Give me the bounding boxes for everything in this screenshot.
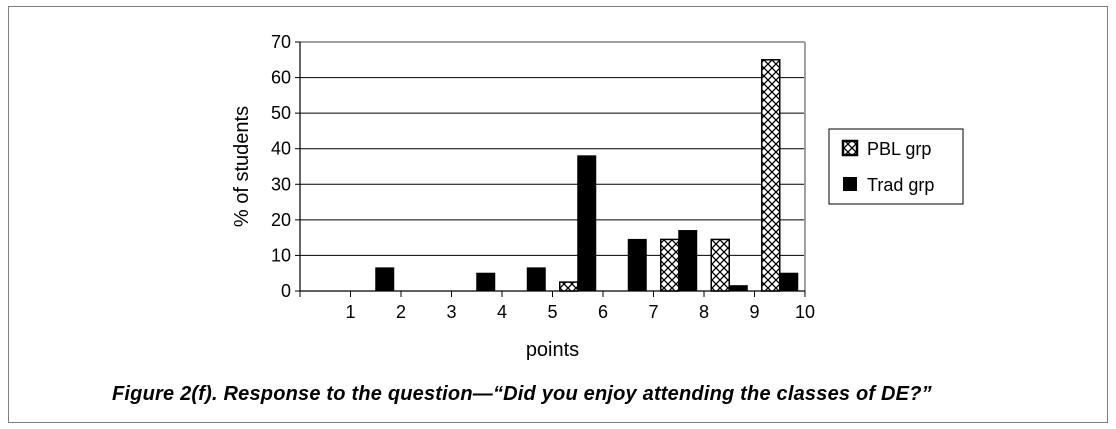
- bar-trad-grp: [375, 267, 395, 292]
- y-tick-label: 30: [271, 174, 291, 194]
- bar-trad-grp: [476, 272, 496, 292]
- x-tick-label: 1: [345, 302, 355, 322]
- gridlines: [300, 77, 805, 256]
- legend-swatch-trad-grp: [843, 177, 857, 191]
- y-tick-label: 70: [271, 32, 291, 52]
- x-tick-label: 6: [598, 302, 608, 322]
- legend-label-pbl-grp: PBL grp: [867, 139, 931, 159]
- y-tick-label: 20: [271, 210, 291, 230]
- axes: [295, 41, 806, 297]
- bar-pbl-grp: [710, 238, 730, 292]
- legend: PBL grp Trad grp: [828, 128, 964, 205]
- y-axis-title: % of students: [231, 106, 253, 227]
- y-tick-label: 50: [271, 103, 291, 123]
- x-tick-label: 2: [396, 302, 406, 322]
- bar-trad-grp: [577, 155, 597, 292]
- y-tick-label: 10: [271, 245, 291, 265]
- y-tick-label: 0: [281, 281, 291, 301]
- bar-pbl-grp: [761, 59, 781, 292]
- x-tick-label: 4: [497, 302, 507, 322]
- legend-label-trad-grp: Trad grp: [867, 175, 934, 195]
- bars: [375, 59, 799, 292]
- bar-pbl-grp: [559, 281, 579, 292]
- x-tick-label: 9: [749, 302, 759, 322]
- figure-frame: [8, 6, 1108, 423]
- bar-pbl-grp: [660, 238, 680, 292]
- bar-trad-grp: [678, 230, 698, 292]
- x-tick-label: 7: [648, 302, 658, 322]
- x-tick-label: 10: [795, 302, 815, 322]
- x-axis-title: points: [526, 339, 579, 361]
- x-tick-label: 3: [446, 302, 456, 322]
- tick-labels: 0 10 20 30 40 50 60 70 1 2 3 4 5 6 7 8 9 10: [271, 32, 815, 322]
- bar-trad-grp: [779, 272, 799, 292]
- x-tick-label: 5: [547, 302, 557, 322]
- legend-swatch-pbl-grp: [841, 139, 859, 157]
- x-tick-label: 8: [699, 302, 709, 322]
- bar-trad-grp: [526, 267, 546, 292]
- y-tick-label: 40: [271, 139, 291, 159]
- figure-caption: Figure 2(f). Response to the question—“D…: [112, 383, 932, 405]
- bar-trad-grp: [728, 285, 748, 292]
- bar-trad-grp: [627, 238, 647, 292]
- y-tick-label: 60: [271, 68, 291, 88]
